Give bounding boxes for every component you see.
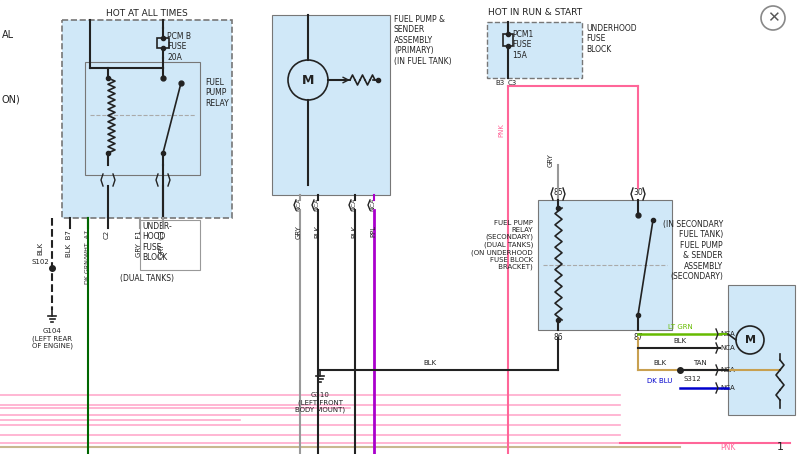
Text: B3: B3 xyxy=(495,80,505,86)
Text: 85: 85 xyxy=(553,188,563,197)
FancyBboxPatch shape xyxy=(85,62,200,175)
Text: NCA: NCA xyxy=(351,198,357,212)
Text: GRY  F1: GRY F1 xyxy=(136,230,142,257)
Text: FUEL PUMP &
SENDER
ASSEMBLY
(PRIMARY)
(IN FUEL TANK): FUEL PUMP & SENDER ASSEMBLY (PRIMARY) (I… xyxy=(394,15,452,65)
Text: M: M xyxy=(745,335,755,345)
Text: FUEL PUMP
RELAY
(SECONDARY)
(DUAL TANKS)
(ON UNDERHOOD
FUSE BLOCK
 BRACKET): FUEL PUMP RELAY (SECONDARY) (DUAL TANKS)… xyxy=(471,220,533,270)
Text: GRY: GRY xyxy=(548,153,554,167)
Text: PNK: PNK xyxy=(720,443,735,451)
Text: 87: 87 xyxy=(633,333,643,342)
Text: BLK: BLK xyxy=(423,360,437,366)
Text: G110
(LEFT FRONT
BODY MOUNT): G110 (LEFT FRONT BODY MOUNT) xyxy=(295,392,345,413)
Text: BLK: BLK xyxy=(654,360,666,366)
Bar xyxy=(157,38,169,48)
Text: HOT IN RUN & START: HOT IN RUN & START xyxy=(488,8,582,17)
FancyBboxPatch shape xyxy=(272,15,390,195)
Text: 30: 30 xyxy=(633,188,643,197)
FancyBboxPatch shape xyxy=(728,285,795,415)
Text: ✕: ✕ xyxy=(766,10,779,25)
Text: S102: S102 xyxy=(31,259,49,265)
Text: TAN: TAN xyxy=(693,360,707,366)
Text: DK BLU: DK BLU xyxy=(647,378,673,384)
Text: 1: 1 xyxy=(777,442,783,452)
Text: BLK: BLK xyxy=(37,242,43,255)
Text: BLK  B7: BLK B7 xyxy=(66,230,72,257)
Text: FUEL
PUMP
RELAY: FUEL PUMP RELAY xyxy=(205,78,229,108)
Text: NCA: NCA xyxy=(297,198,302,212)
Text: PCM1
FUSE
15A: PCM1 FUSE 15A xyxy=(512,30,534,60)
Text: BLK: BLK xyxy=(674,338,686,344)
Text: (IN SECONDARY
FUEL TANK)
FUEL PUMP
& SENDER
ASSEMBLY
(SECONDARY): (IN SECONDARY FUEL TANK) FUEL PUMP & SEN… xyxy=(662,220,723,281)
Text: NCA: NCA xyxy=(720,385,734,391)
Text: NCA: NCA xyxy=(720,367,734,373)
Text: HOT AT ALL TIMES: HOT AT ALL TIMES xyxy=(106,9,188,18)
Text: C2: C2 xyxy=(104,230,110,239)
Text: BLK: BLK xyxy=(351,225,357,238)
Text: LT GRN: LT GRN xyxy=(668,324,692,330)
FancyBboxPatch shape xyxy=(62,20,232,218)
Text: AL: AL xyxy=(2,30,14,40)
Text: (DUAL TANKS): (DUAL TANKS) xyxy=(120,274,174,283)
Text: PNK: PNK xyxy=(498,123,504,137)
Text: C3: C3 xyxy=(507,80,517,86)
Text: S312: S312 xyxy=(684,376,702,382)
Text: UNDERHOOD
FUSE
BLOCK: UNDERHOOD FUSE BLOCK xyxy=(586,24,637,54)
Text: BLK: BLK xyxy=(314,225,320,238)
Text: G104
(LEFT REAR
OF ENGINE): G104 (LEFT REAR OF ENGINE) xyxy=(31,328,73,349)
Text: NCA: NCA xyxy=(720,331,734,337)
Text: UNDER-
HOOD
FUSE
BLOCK: UNDER- HOOD FUSE BLOCK xyxy=(142,222,172,262)
Text: GRY: GRY xyxy=(296,225,302,239)
Text: M: M xyxy=(302,74,314,87)
Text: ON): ON) xyxy=(2,95,21,105)
FancyBboxPatch shape xyxy=(538,200,672,330)
Text: NCA: NCA xyxy=(314,198,319,212)
Text: GRY  C3: GRY C3 xyxy=(159,230,165,257)
Text: NCA: NCA xyxy=(720,345,734,351)
FancyBboxPatch shape xyxy=(487,22,582,78)
Text: 86: 86 xyxy=(553,333,563,342)
Text: PCM B
FUSE
20A: PCM B FUSE 20A xyxy=(167,32,191,62)
Text: PPL: PPL xyxy=(370,225,376,237)
Text: DK GRN/WHT  A7: DK GRN/WHT A7 xyxy=(85,230,90,284)
Text: NCA: NCA xyxy=(370,198,375,212)
Bar xyxy=(503,34,513,46)
